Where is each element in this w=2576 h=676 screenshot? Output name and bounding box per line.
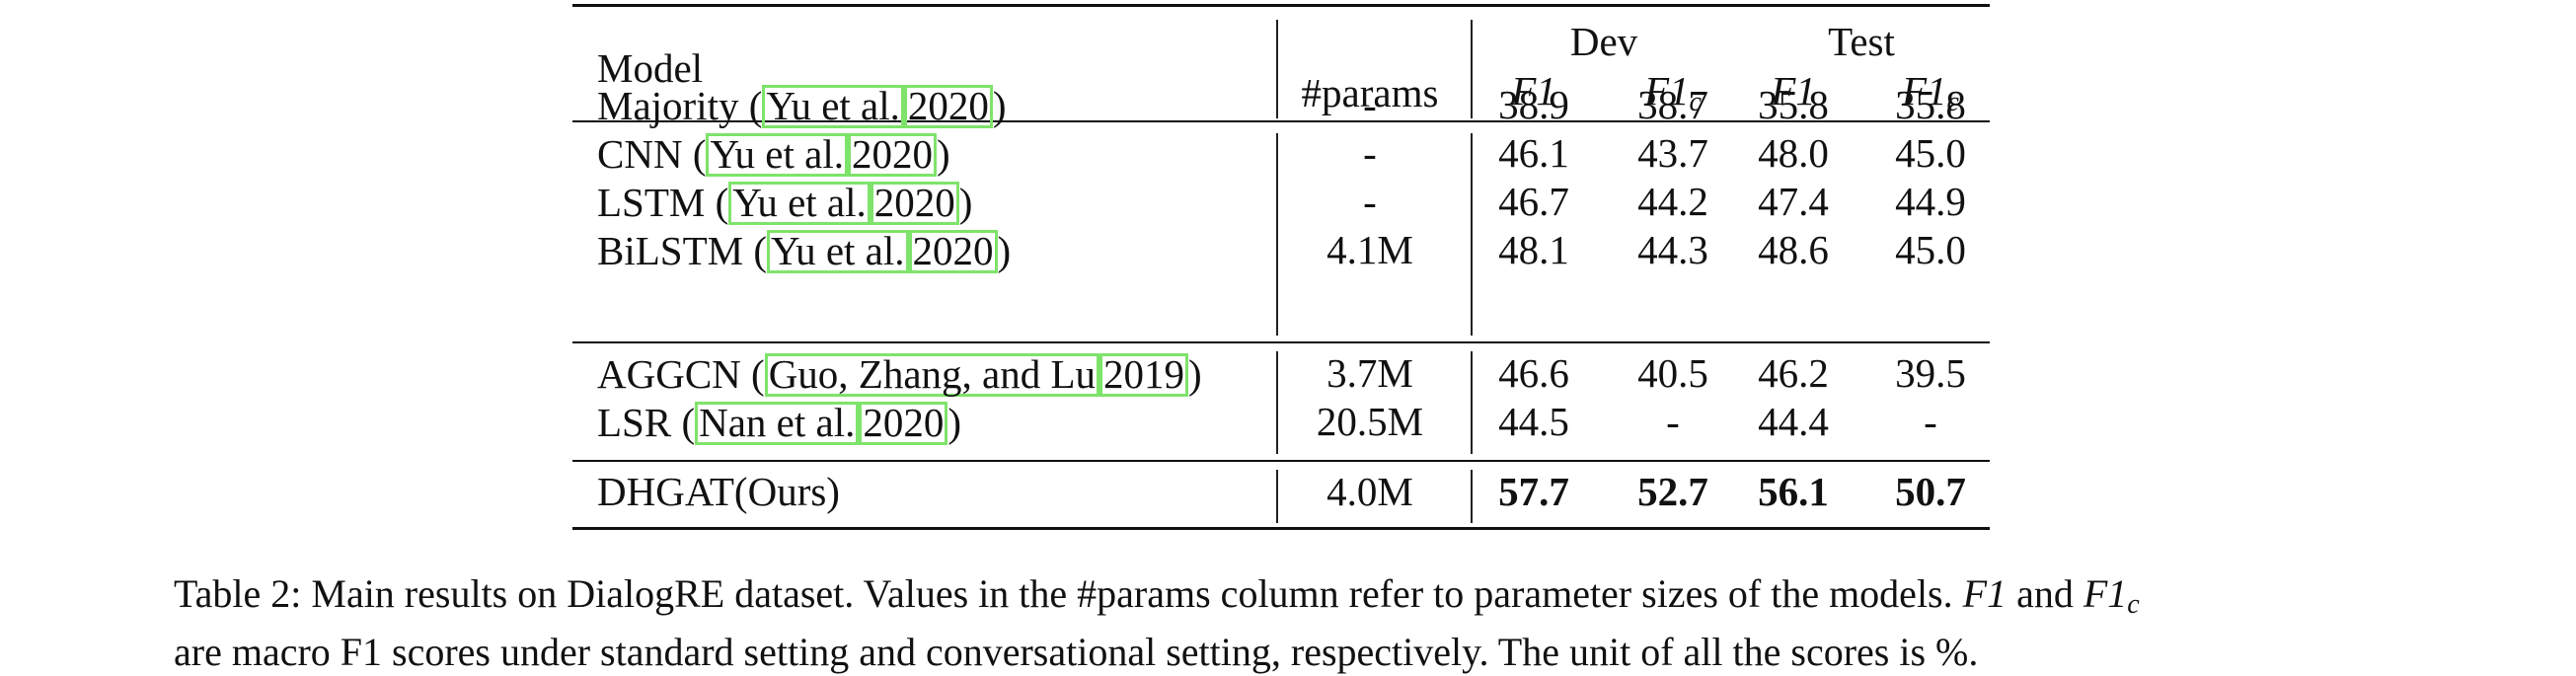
model-name-cell: DHGAT(Ours) — [597, 472, 840, 512]
vertical-rule — [1471, 133, 1473, 336]
score-cell-test-f1: 35.8 — [1758, 82, 1829, 127]
citation-year-link[interactable]: 2020 — [847, 133, 937, 177]
score-cell-params: 20.5M — [1316, 399, 1424, 444]
model-name-cell: AGGCN (Guo, Zhang, and Lu 2019) — [597, 351, 1202, 397]
citation-year-link[interactable]: 2020 — [870, 182, 959, 225]
group-rule-2 — [572, 460, 1990, 462]
citation-year-link[interactable]: 2019 — [1099, 353, 1189, 397]
model-name: LSTM — [597, 180, 706, 225]
header-model: Model — [597, 45, 704, 91]
score-cell-dev-f1: 44.5 — [1498, 399, 1569, 444]
header-dev-f1: F1 — [1511, 68, 1556, 113]
citation-authors-link[interactable]: Yu et al. — [762, 85, 904, 128]
group-rule-1 — [572, 341, 1990, 343]
score-cell-dev-f1: 46.7 — [1498, 179, 1569, 224]
score-cell-test-f1c: 50.7 — [1895, 469, 1966, 514]
score-cell-test-f1: 47.4 — [1758, 179, 1829, 224]
header-rule — [572, 120, 1990, 122]
vertical-rule — [1471, 351, 1473, 454]
score-cell-test-f1: 46.2 — [1758, 350, 1829, 396]
score-cell-dev-f1: 38.9 — [1498, 82, 1569, 127]
vertical-rule — [1276, 133, 1278, 336]
score-cell-test-f1c: 45.0 — [1895, 227, 1966, 272]
vertical-rule-header — [1276, 20, 1278, 118]
model-name-cell: LSTM (Yu et al. 2020) — [597, 180, 973, 225]
score-cell-dev-f1c: 44.3 — [1637, 227, 1708, 272]
vertical-rule — [1276, 470, 1278, 523]
table-caption: Table 2: Main results on DialogRE datase… — [174, 570, 2444, 676]
score-cell-params: - — [1363, 179, 1377, 224]
model-name: DHGAT(Ours) — [597, 469, 840, 514]
model-name: CNN — [597, 131, 683, 177]
model-name-cell: CNN (Yu et al. 2020) — [597, 131, 950, 177]
score-cell-dev-f1c: 40.5 — [1637, 350, 1708, 396]
model-name-cell: BiLSTM (Yu et al. 2020) — [597, 228, 1012, 273]
model-name: LSR — [597, 400, 672, 445]
score-cell-params: 4.1M — [1326, 227, 1413, 272]
score-cell-dev-f1c: - — [1666, 399, 1680, 444]
score-cell-test-f1: 48.0 — [1758, 130, 1829, 176]
score-cell-params: 4.0M — [1326, 469, 1413, 514]
caption-line-2: are macro F1 scores under standard setti… — [174, 630, 1979, 674]
score-cell-params: - — [1363, 130, 1377, 176]
header-dev-f1c: F1c — [1644, 68, 1702, 117]
model-name: BiLSTM — [597, 228, 744, 273]
score-cell-params: 3.7M — [1326, 350, 1413, 396]
score-cell-dev-f1c: 52.7 — [1637, 469, 1708, 514]
score-cell-dev-f1c: 38.7 — [1637, 82, 1708, 127]
caption-line-1: Table 2: Main results on DialogRE datase… — [174, 571, 2140, 620]
citation-year-link[interactable]: 2020 — [908, 230, 998, 273]
header-params: #params — [1301, 70, 1439, 115]
score-cell-dev-f1c: 44.2 — [1637, 179, 1708, 224]
bottom-rule — [572, 527, 1990, 530]
header-dev: Dev — [1569, 19, 1638, 64]
citation-year-link[interactable]: 2020 — [903, 85, 993, 128]
citation-authors-link[interactable]: Guo, Zhang, and Lu — [764, 353, 1100, 397]
header-test-f1: F1 — [1771, 68, 1816, 113]
header-test-f1c: F1c — [1902, 68, 1959, 117]
model-name: AGGCN — [597, 351, 741, 397]
score-cell-dev-f1: 48.1 — [1498, 227, 1569, 272]
score-cell-test-f1c: 35.8 — [1895, 82, 1966, 127]
model-name-cell: Majority (Yu et al. 2020) — [597, 83, 1007, 128]
model-name-cell: LSR (Nan et al. 2020) — [597, 400, 961, 445]
score-cell-test-f1: 48.6 — [1758, 227, 1829, 272]
score-cell-test-f1: 44.4 — [1758, 399, 1829, 444]
score-cell-test-f1: 56.1 — [1758, 469, 1829, 514]
citation-authors-link[interactable]: Yu et al. — [767, 230, 909, 273]
score-cell-dev-f1c: 43.7 — [1637, 130, 1708, 176]
header-test: Test — [1828, 19, 1895, 64]
results-table: Model #params Dev Test F1 F1c F1 F1c Maj… — [572, 4, 1990, 531]
score-cell-test-f1c: 45.0 — [1895, 130, 1966, 176]
vertical-rule-header — [1471, 20, 1473, 118]
vertical-rule — [1276, 351, 1278, 454]
score-cell-dev-f1: 46.1 — [1498, 130, 1569, 176]
citation-authors-link[interactable]: Yu et al. — [706, 133, 848, 177]
score-cell-test-f1c: - — [1924, 399, 1937, 444]
model-name: Majority — [597, 83, 739, 128]
vertical-rule — [1471, 470, 1473, 523]
score-cell-dev-f1: 57.7 — [1498, 469, 1569, 514]
score-cell-test-f1c: 39.5 — [1895, 350, 1966, 396]
citation-authors-link[interactable]: Nan et al. — [695, 402, 860, 445]
score-cell-params: - — [1363, 82, 1377, 127]
score-cell-dev-f1: 46.6 — [1498, 350, 1569, 396]
top-rule — [572, 4, 1990, 7]
score-cell-test-f1c: 44.9 — [1895, 179, 1966, 224]
citation-authors-link[interactable]: Yu et al. — [728, 182, 871, 225]
citation-year-link[interactable]: 2020 — [859, 402, 948, 445]
